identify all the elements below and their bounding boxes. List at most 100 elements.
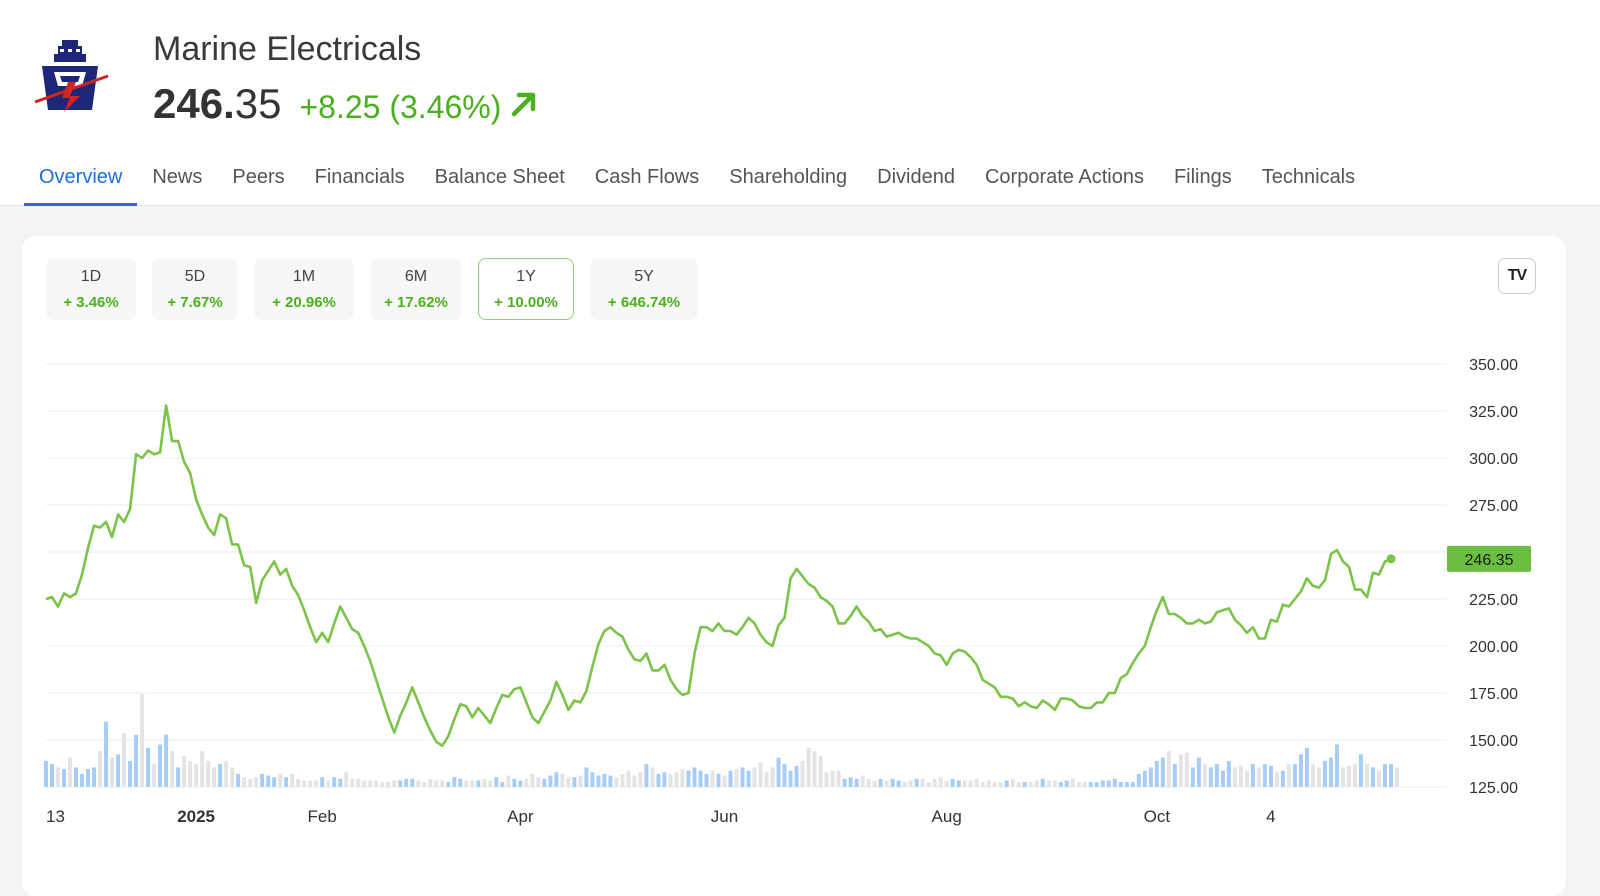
volume-bar [1208, 767, 1213, 787]
volume-bar [740, 767, 745, 787]
tab-overview[interactable]: Overview [24, 160, 138, 206]
tradingview-icon: TV [1507, 267, 1527, 284]
range-1m-button[interactable]: 1M + 20.96% [254, 258, 354, 320]
volume-bar [236, 773, 241, 787]
stock-header: Marine Electricals 246. 35 +8.25 (3.46%)… [0, 0, 1600, 206]
volume-bar [818, 755, 823, 787]
volume-bar [404, 778, 409, 787]
volume-bar [296, 778, 301, 787]
volume-bar [1058, 782, 1063, 787]
volume-bar [410, 778, 415, 787]
tab-peers[interactable]: Peers [232, 166, 285, 188]
volume-bar [1016, 782, 1021, 787]
volume-bar [362, 780, 367, 787]
volume-bar [1022, 782, 1027, 787]
volume-bar [668, 773, 673, 787]
tab-balance-sheet[interactable]: Balance Sheet [434, 166, 565, 188]
volume-bar [548, 775, 553, 787]
volume-bar [1238, 765, 1243, 787]
volume-bar [800, 760, 805, 787]
tab-filings[interactable]: Filings [1173, 166, 1232, 188]
range-1y-button[interactable]: 1Y + 10.00% [478, 258, 574, 320]
tab-financials[interactable]: Financials [314, 166, 405, 188]
volume-bar [1322, 760, 1327, 787]
tab-dividend[interactable]: Dividend [877, 166, 955, 188]
volume-bar [776, 757, 781, 787]
volume-bar [1184, 752, 1189, 787]
tab-technicals[interactable]: Technicals [1261, 166, 1356, 188]
volume-bar [866, 778, 871, 787]
price-chart[interactable]: 125.00150.00175.00200.00225.00250.00275.… [22, 236, 1566, 896]
volume-bar [146, 747, 151, 787]
volume-bar [638, 772, 643, 787]
volume-bar [1052, 780, 1057, 787]
volume-bar [128, 760, 133, 787]
volume-bar [1112, 778, 1117, 787]
range-selector: 1D + 3.46% 5D + 7.67% 1M + 20.96% 6M + 1… [46, 258, 698, 320]
volume-bar [368, 780, 373, 787]
range-label: 6M [404, 268, 428, 285]
volume-bar [416, 780, 421, 787]
volume-bar [662, 772, 667, 787]
range-5d-button[interactable]: 5D + 7.67% [152, 258, 238, 320]
volume-bar [884, 780, 889, 787]
volume-bar [380, 782, 385, 787]
volume-bar [1262, 764, 1267, 787]
volume-bar [1340, 767, 1345, 787]
y-tick-label: 200.00 [1469, 639, 1518, 656]
tab-shareholding[interactable]: Shareholding [729, 166, 848, 188]
volume-bar [1028, 782, 1033, 787]
volume-bar [728, 770, 733, 787]
volume-bar [1034, 780, 1039, 787]
tab-news[interactable]: News [152, 166, 203, 188]
tradingview-button[interactable]: TV [1498, 258, 1536, 294]
volume-bar [152, 764, 157, 787]
x-tick-label: Apr [507, 807, 534, 826]
volume-bar [158, 744, 163, 787]
volume-bar [590, 772, 595, 787]
volume-bar [1124, 782, 1129, 787]
last-price-point [1386, 554, 1396, 564]
volume-bar [794, 765, 799, 787]
volume-bar [104, 721, 109, 787]
volume-bar [140, 693, 145, 787]
volume-bar [1010, 778, 1015, 787]
volume-bar [614, 777, 619, 787]
volume-bar [1190, 767, 1195, 787]
volume-bar [224, 760, 229, 787]
volume-bar [1082, 782, 1087, 787]
volume-bar [494, 777, 499, 787]
tab-cash-flows[interactable]: Cash Flows [594, 166, 700, 188]
volume-bar [956, 780, 961, 787]
x-tick-label: Oct [1144, 807, 1171, 826]
volume-bar [602, 773, 607, 787]
volume-bar [56, 767, 61, 787]
range-6m-button[interactable]: 6M + 17.62% [370, 258, 462, 320]
tab-corporate-actions[interactable]: Corporate Actions [984, 166, 1144, 188]
volume-bar [218, 764, 223, 787]
range-change: + 17.62% [384, 294, 448, 311]
volume-bar [1382, 764, 1387, 787]
volume-bar [86, 769, 91, 787]
volume-bar [266, 775, 271, 787]
volume-bar [98, 751, 103, 787]
volume-bar [1395, 767, 1400, 787]
volume-bar [938, 777, 943, 787]
volume-bar [644, 764, 649, 787]
volume-bar [80, 773, 85, 787]
volume-bar [1130, 782, 1135, 787]
range-change: + 646.74% [607, 294, 681, 311]
volume-bar [968, 780, 973, 787]
volume-bar [338, 778, 343, 787]
volume-bar [626, 770, 631, 787]
range-5y-button[interactable]: 5Y + 646.74% [590, 258, 698, 320]
volume-bar [620, 773, 625, 787]
volume-bar [1310, 764, 1315, 787]
range-1d-button[interactable]: 1D + 3.46% [46, 258, 136, 320]
volume-bar [1046, 780, 1051, 787]
volume-bar [68, 757, 73, 787]
y-tick-label: 175.00 [1469, 686, 1518, 703]
range-change: + 7.67% [167, 294, 223, 311]
volume-bar [734, 769, 739, 787]
volume-bar [1352, 764, 1357, 787]
